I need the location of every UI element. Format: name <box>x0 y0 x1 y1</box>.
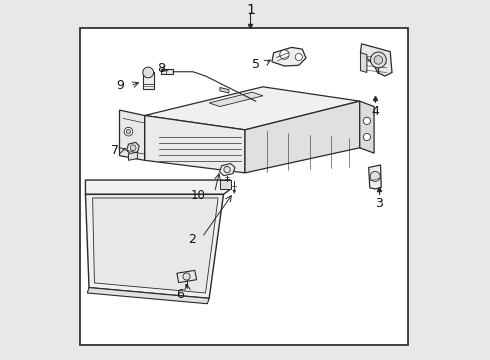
Text: 5: 5 <box>252 58 260 71</box>
Polygon shape <box>220 163 235 176</box>
Text: 3: 3 <box>375 197 383 210</box>
Polygon shape <box>93 198 218 293</box>
Polygon shape <box>145 87 360 130</box>
Polygon shape <box>272 48 306 66</box>
Text: 9: 9 <box>116 79 124 92</box>
Text: 1: 1 <box>246 3 255 17</box>
Circle shape <box>363 134 370 141</box>
Text: 4: 4 <box>371 105 379 118</box>
Circle shape <box>280 50 289 59</box>
Polygon shape <box>161 69 173 74</box>
Text: 8: 8 <box>157 62 166 75</box>
Polygon shape <box>120 110 145 160</box>
Polygon shape <box>220 180 231 189</box>
Polygon shape <box>361 53 367 72</box>
Circle shape <box>370 52 386 68</box>
Polygon shape <box>143 72 153 89</box>
Polygon shape <box>127 143 139 154</box>
Polygon shape <box>360 101 374 153</box>
Circle shape <box>143 67 153 78</box>
Polygon shape <box>128 152 137 160</box>
Circle shape <box>224 166 230 173</box>
Polygon shape <box>220 87 229 93</box>
Polygon shape <box>361 44 392 76</box>
Text: 2: 2 <box>188 233 196 246</box>
Polygon shape <box>368 165 381 189</box>
Circle shape <box>124 127 133 136</box>
Polygon shape <box>209 92 263 107</box>
Polygon shape <box>145 116 245 173</box>
Polygon shape <box>245 101 360 173</box>
Polygon shape <box>87 288 209 304</box>
FancyBboxPatch shape <box>144 75 152 80</box>
Circle shape <box>370 171 380 181</box>
Circle shape <box>126 130 131 134</box>
Circle shape <box>130 145 136 150</box>
Polygon shape <box>85 194 223 298</box>
Polygon shape <box>177 270 196 283</box>
Polygon shape <box>233 190 236 193</box>
Polygon shape <box>85 180 231 194</box>
FancyBboxPatch shape <box>80 28 408 345</box>
Circle shape <box>183 273 190 280</box>
Text: 7: 7 <box>111 144 119 157</box>
Circle shape <box>295 54 302 60</box>
Circle shape <box>374 56 383 64</box>
Text: 6: 6 <box>176 288 184 301</box>
Polygon shape <box>185 285 188 288</box>
Circle shape <box>363 117 370 125</box>
Text: 10: 10 <box>191 189 206 202</box>
